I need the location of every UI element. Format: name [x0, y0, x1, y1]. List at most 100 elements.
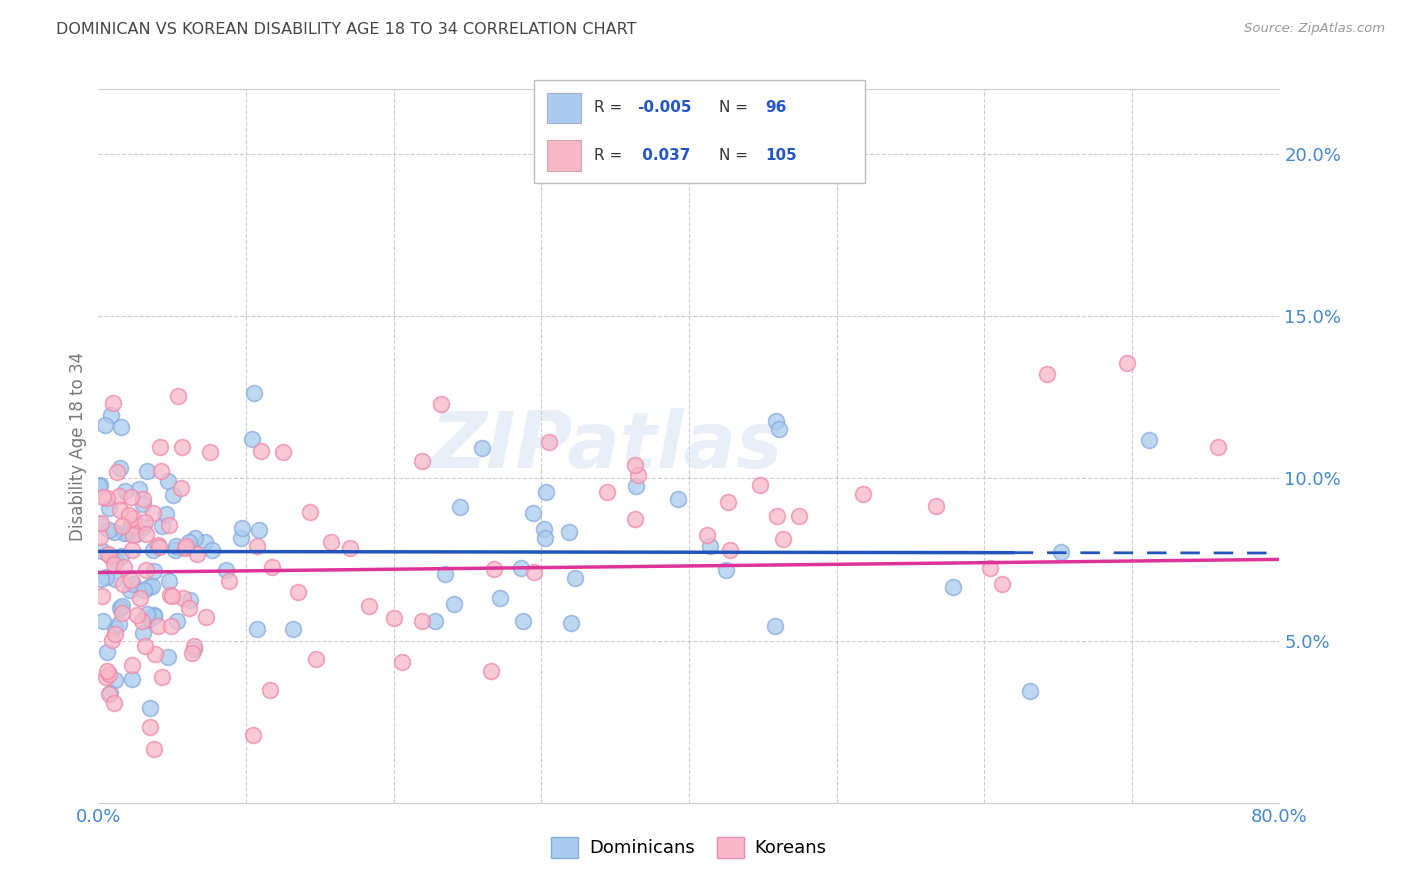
Point: [103, 572, 125, 586]
Point: [623, 458, 645, 473]
Point: [135, 464, 157, 478]
Text: R =: R =: [593, 148, 627, 162]
Point: [179, 593, 201, 607]
Point: [143, 647, 166, 661]
Point: [89, 478, 111, 492]
Point: [852, 487, 875, 501]
Point: [91, 615, 114, 629]
Point: [120, 491, 142, 505]
Point: [142, 609, 165, 624]
Text: DOMINICAN VS KOREAN DISABILITY AGE 18 TO 34 CORRELATION CHART: DOMINICAN VS KOREAN DISABILITY AGE 18 TO…: [56, 22, 637, 37]
Point: [165, 539, 187, 553]
Point: [134, 582, 156, 597]
Point: [624, 512, 647, 526]
Point: [763, 618, 786, 632]
Point: [183, 640, 205, 654]
Point: [471, 442, 494, 456]
Point: [146, 538, 169, 552]
Point: [1050, 545, 1073, 559]
Point: [132, 492, 155, 507]
Point: [135, 563, 157, 577]
Point: [787, 508, 810, 523]
Point: [108, 460, 131, 475]
Point: [260, 560, 283, 574]
Point: [98, 549, 121, 563]
Point: [180, 646, 202, 660]
Point: [423, 614, 446, 628]
Point: [148, 541, 170, 555]
Text: -0.005: -0.005: [637, 101, 692, 115]
Point: [287, 584, 309, 599]
Point: [1036, 368, 1059, 382]
Point: [90, 544, 112, 558]
Point: [231, 521, 253, 535]
Point: [120, 517, 142, 532]
Point: [157, 518, 180, 533]
Point: [138, 612, 160, 626]
Point: [510, 561, 533, 575]
Point: [991, 577, 1014, 591]
Point: [558, 524, 581, 539]
Point: [488, 591, 510, 606]
Y-axis label: Disability Age 18 to 34: Disability Age 18 to 34: [69, 351, 87, 541]
Point: [87, 479, 110, 493]
Point: [339, 541, 361, 555]
Point: [766, 509, 789, 524]
Point: [714, 564, 737, 578]
Point: [240, 432, 263, 446]
Point: [357, 599, 380, 613]
Point: [96, 670, 118, 684]
Point: [560, 615, 582, 630]
Point: [166, 614, 188, 628]
Point: [173, 541, 195, 556]
Point: [305, 652, 328, 666]
Point: [979, 560, 1001, 574]
Point: [105, 465, 128, 479]
Point: [170, 481, 193, 495]
Point: [121, 673, 143, 687]
Point: [110, 601, 132, 615]
Text: ZIPatlas: ZIPatlas: [430, 408, 782, 484]
Point: [627, 467, 650, 482]
Point: [177, 601, 200, 615]
Point: [89, 530, 111, 544]
Point: [108, 503, 131, 517]
Point: [718, 543, 741, 558]
Point: [124, 519, 146, 533]
Point: [115, 526, 138, 541]
Point: [443, 597, 465, 611]
Text: 105: 105: [765, 148, 797, 162]
Point: [96, 645, 118, 659]
Point: [1206, 441, 1229, 455]
Point: [247, 524, 270, 538]
Point: [246, 539, 269, 553]
Point: [143, 608, 166, 623]
Point: [142, 543, 165, 558]
Legend: Dominicans, Koreans: Dominicans, Koreans: [544, 830, 834, 865]
Point: [135, 607, 157, 622]
Point: [768, 422, 790, 436]
Point: [765, 414, 787, 428]
Point: [200, 444, 222, 458]
Point: [1137, 434, 1160, 448]
Point: [533, 523, 555, 537]
Point: [624, 479, 647, 493]
Point: [699, 540, 721, 554]
Point: [194, 535, 217, 549]
Point: [717, 494, 740, 508]
Point: [772, 533, 794, 547]
Point: [925, 500, 948, 514]
Point: [533, 531, 555, 545]
Point: [131, 614, 153, 628]
Point: [281, 623, 304, 637]
Point: [149, 440, 172, 454]
Point: [125, 527, 148, 541]
Bar: [547, 93, 581, 123]
Point: [135, 526, 157, 541]
Point: [184, 532, 207, 546]
Point: [159, 589, 181, 603]
Point: [98, 685, 121, 699]
Point: [231, 531, 253, 545]
Point: [250, 444, 273, 458]
Point: [434, 567, 457, 582]
